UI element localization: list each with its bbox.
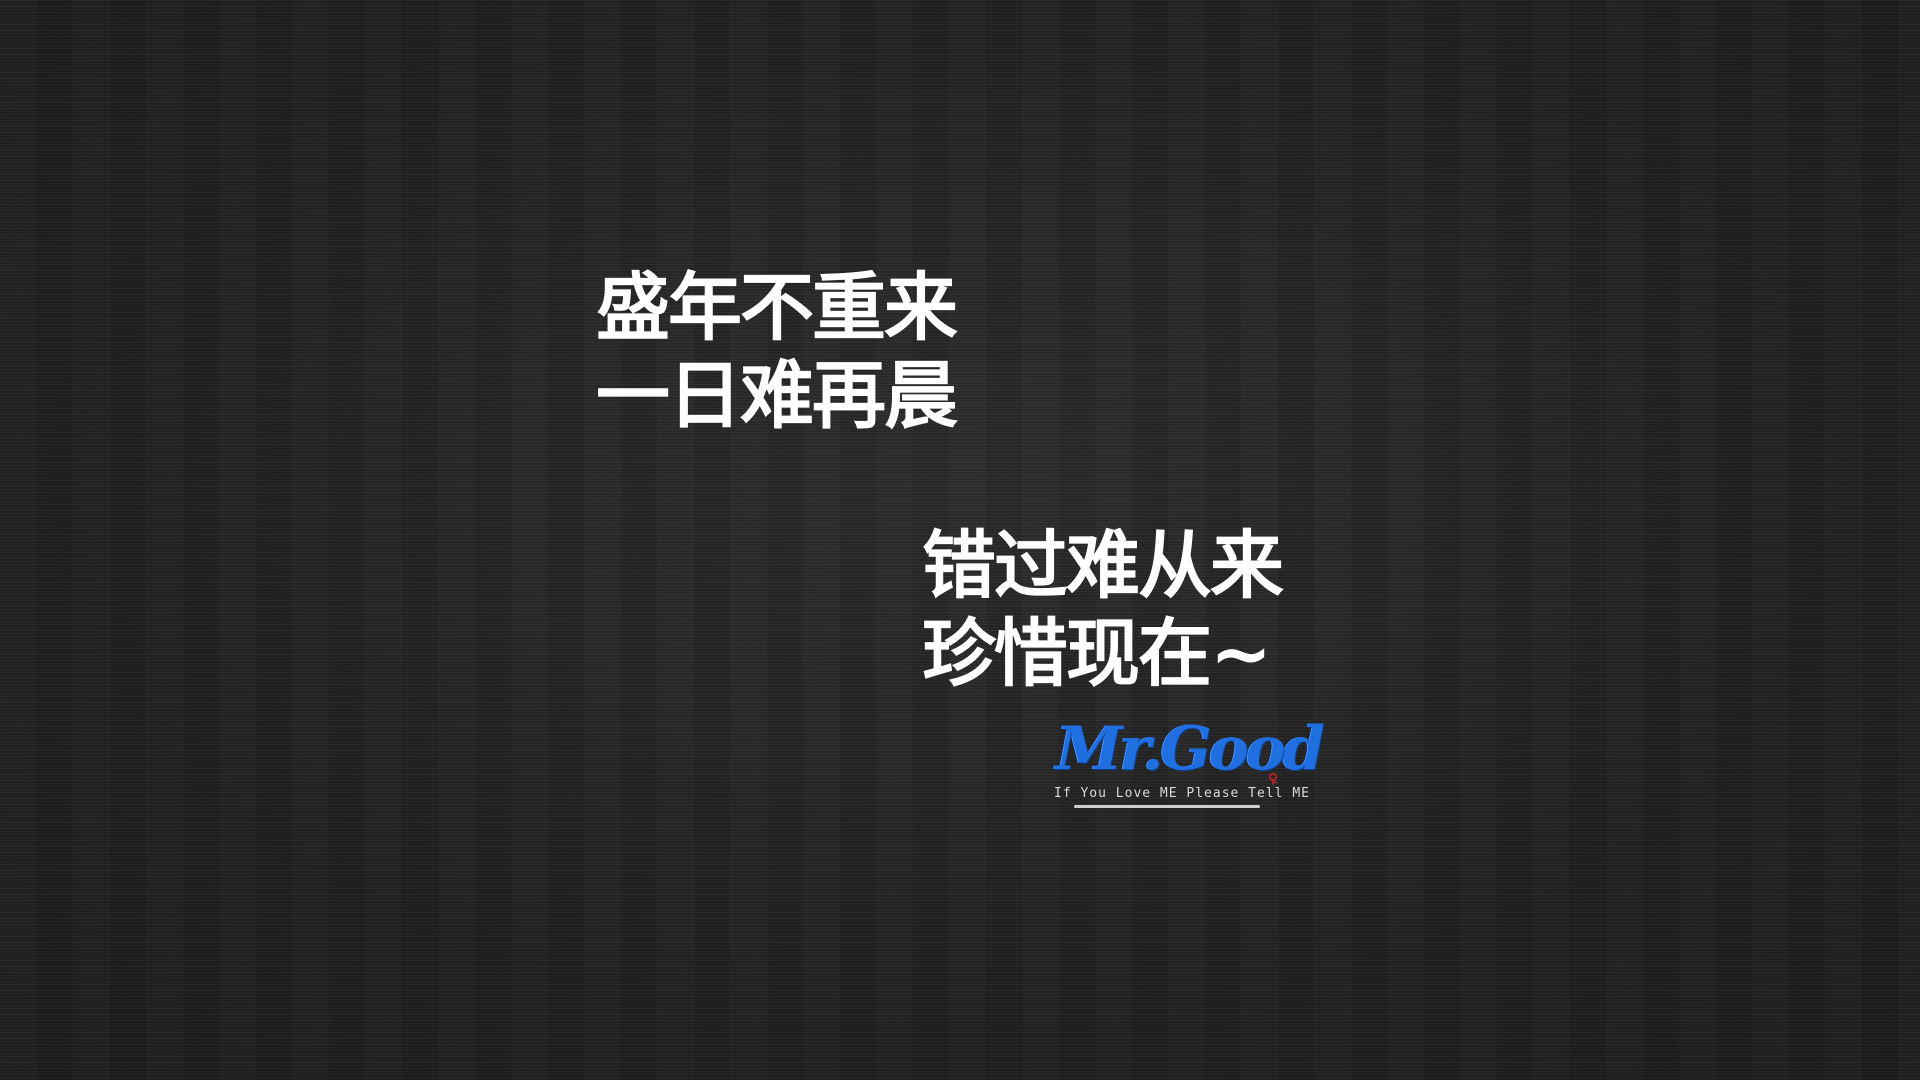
poem-top-line-2: 一日难再晨 xyxy=(596,353,958,439)
logo-tagline: If You Love ME Please Tell ME xyxy=(1054,786,1310,801)
poem-bottom: 错过难从来 珍惜现在~ xyxy=(922,522,1284,698)
logo-underline xyxy=(1074,805,1260,808)
poem-bottom-line-1: 错过难从来 xyxy=(922,523,1284,609)
poem-top-line-1: 盛年不重来 xyxy=(596,265,958,351)
poem-bottom-line-2: 珍惜现在~ xyxy=(922,611,1272,697)
rose-icon xyxy=(1268,772,1278,785)
logo-name: Mr.Good xyxy=(1056,714,1325,784)
mr-good-logo: Mr.Good If You Love ME Please Tell ME xyxy=(1054,714,1325,812)
poem-top: 盛年不重来 一日难再晨 xyxy=(596,264,958,440)
